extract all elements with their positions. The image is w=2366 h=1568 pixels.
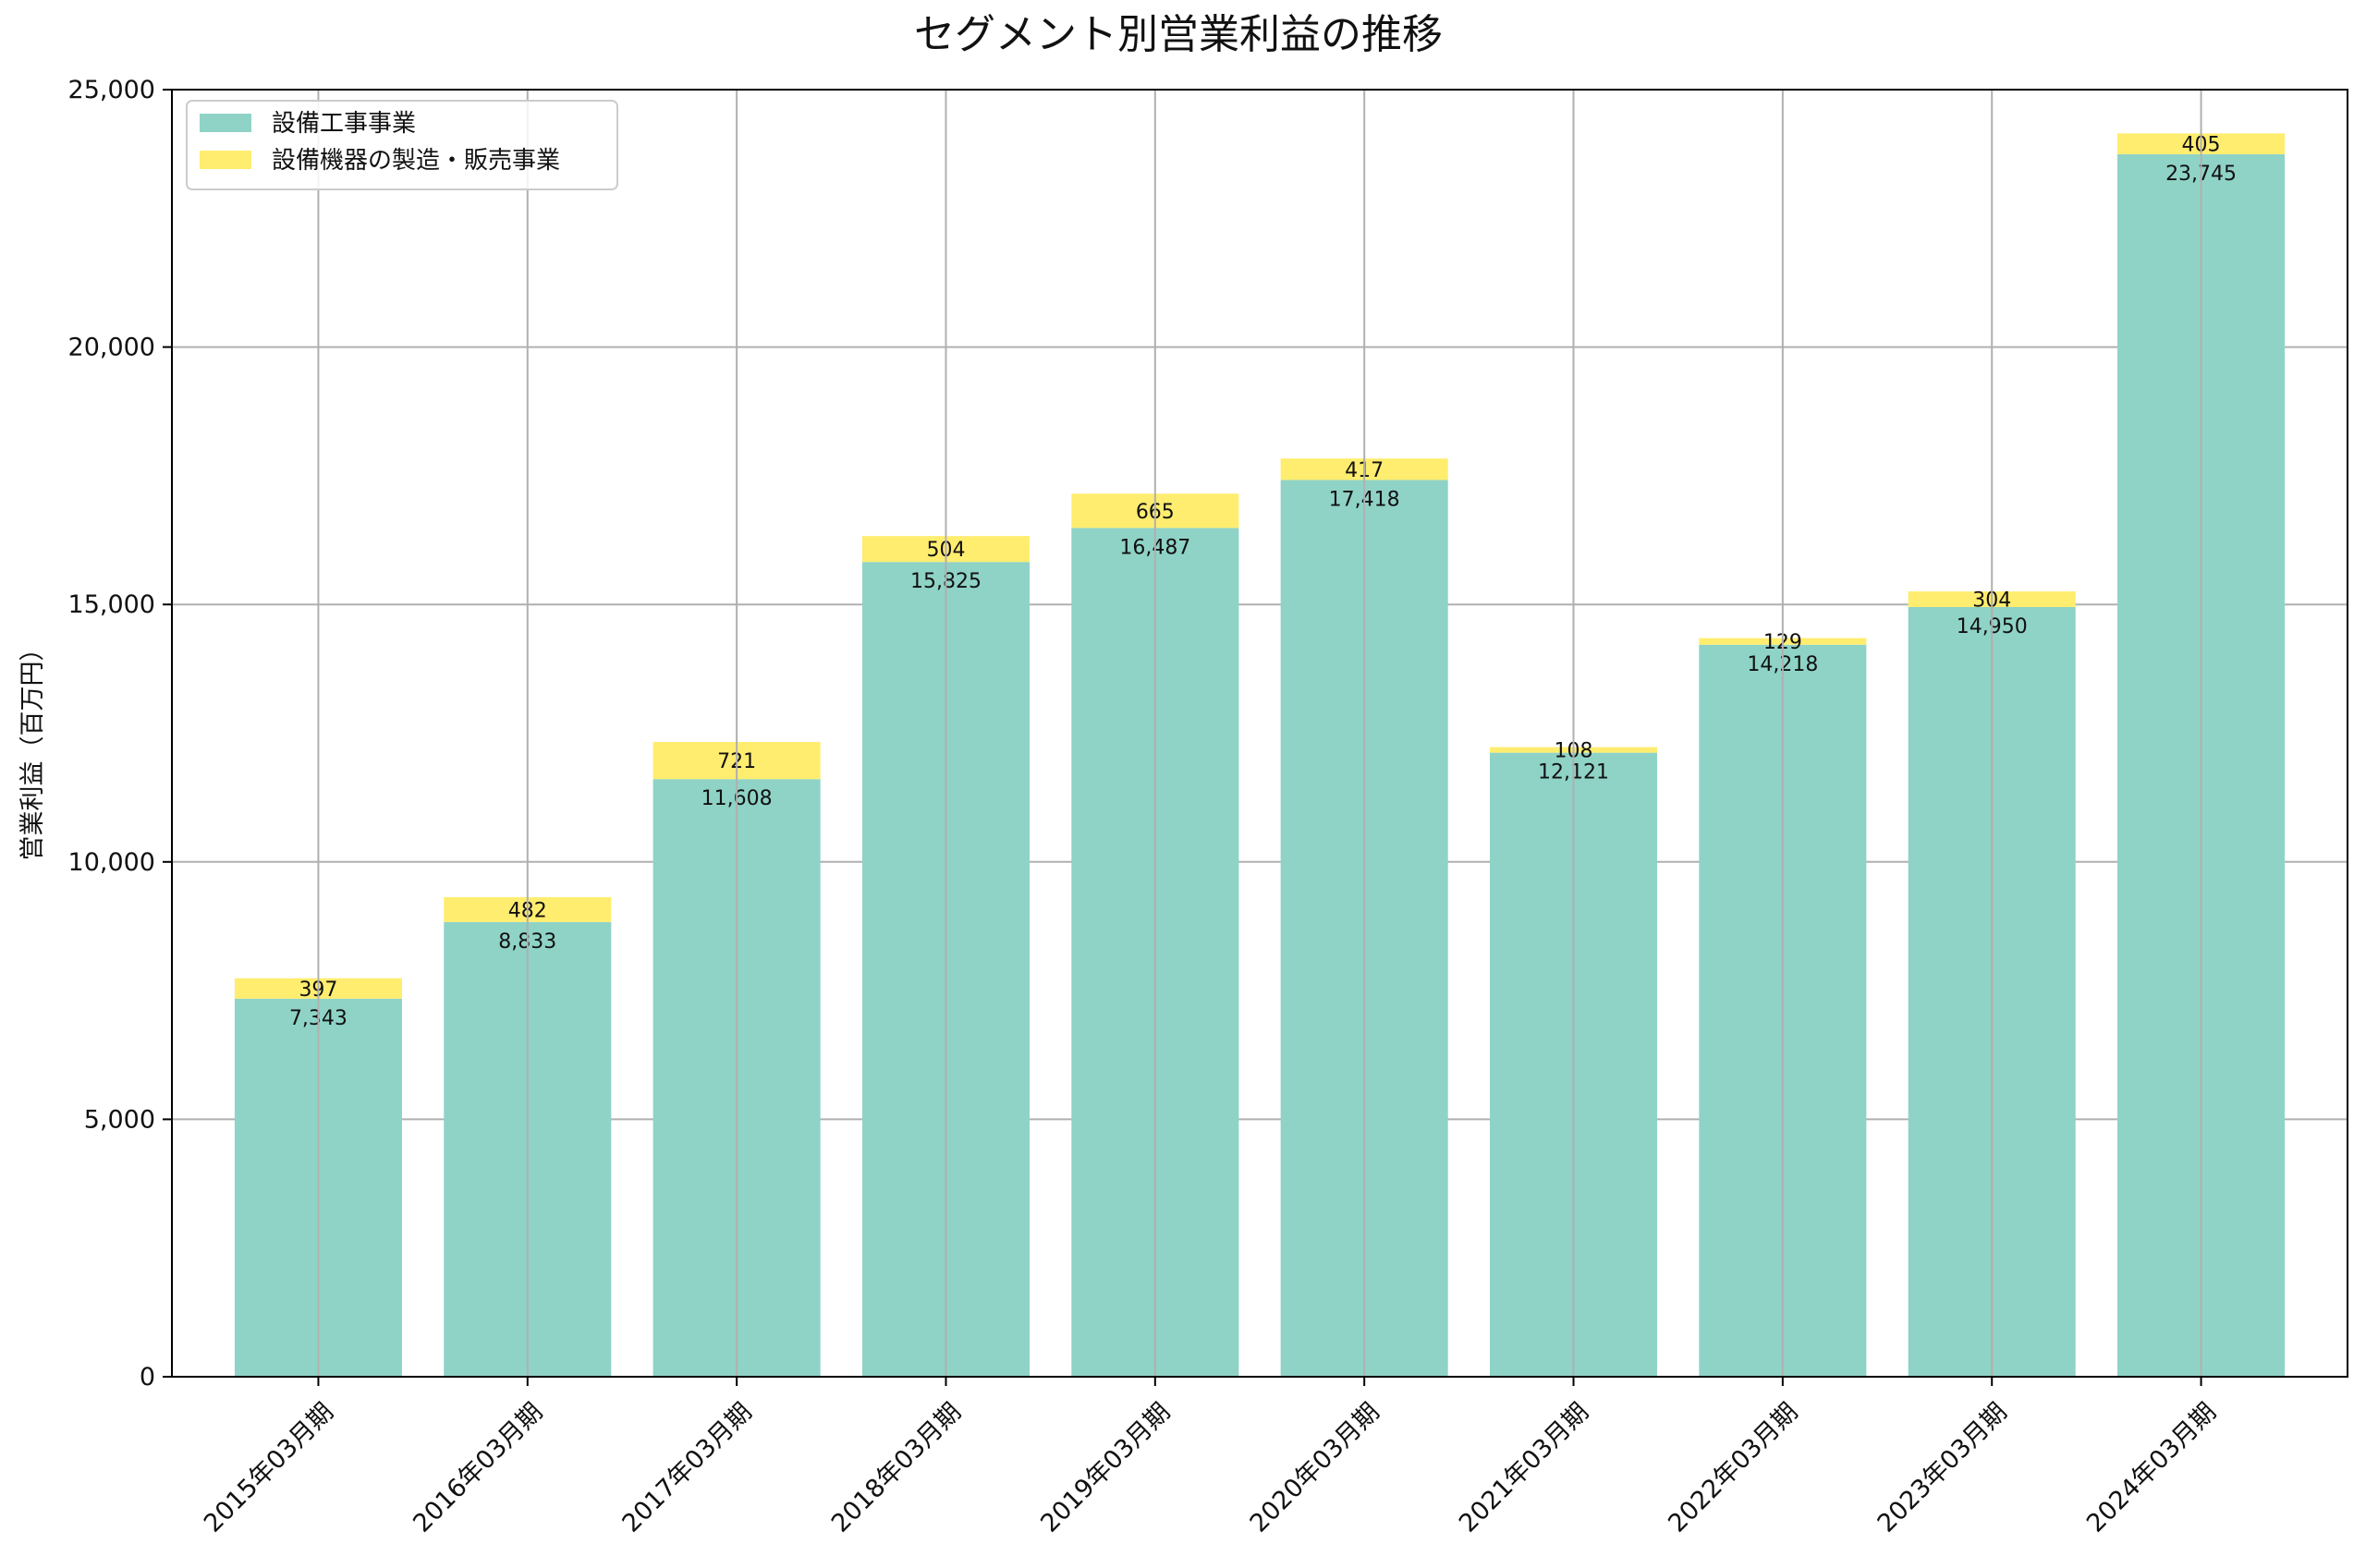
bars: [234, 133, 2286, 1378]
x-tick-label: 2017年03月期: [617, 1398, 758, 1538]
y-tick-label: 10,000: [68, 848, 155, 877]
x-tick-label: 2022年03月期: [1663, 1398, 1803, 1538]
chart-title: セグメント別営業利益の推移: [914, 11, 1443, 58]
x-tick-label: 2018年03月期: [826, 1398, 967, 1538]
y-tick-label: 20,000: [68, 334, 155, 362]
x-tick-label: 2021年03月期: [1454, 1398, 1594, 1538]
x-tick-label: 2019年03月期: [1035, 1398, 1176, 1538]
y-tick-label: 25,000: [68, 76, 155, 104]
x-tick-label: 2016年03月期: [408, 1398, 548, 1538]
y-tick-label: 5,000: [84, 1105, 155, 1134]
x-tick-label: 2020年03月期: [1245, 1398, 1385, 1538]
x-tick-label: 2023年03月期: [1872, 1398, 2013, 1538]
legend-swatch: [200, 114, 251, 132]
x-tick-label: 2015年03月期: [199, 1398, 339, 1538]
y-tick-label: 15,000: [68, 590, 155, 619]
legend-box: [186, 100, 618, 190]
x-tick-label: 2024年03月期: [2081, 1398, 2222, 1538]
legend-entry-label: 設備機器の製造・販売事業: [272, 147, 560, 175]
plot-frame: [171, 89, 2348, 1378]
legend-entry-label: 設備工事事業: [272, 110, 416, 138]
y-tick-label: 0: [140, 1363, 155, 1392]
legend-swatch: [200, 151, 251, 169]
y-axis-label: 営業利益（百万円）: [18, 637, 47, 861]
